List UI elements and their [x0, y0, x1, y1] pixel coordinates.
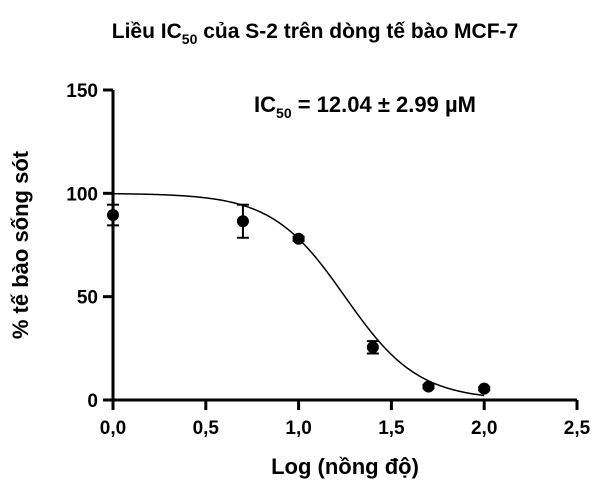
data-point [422, 380, 435, 393]
data-point [366, 341, 379, 354]
x-axis-label: Log (nồng độ) [271, 454, 419, 479]
y-axis-ticks: 0 50 100 150 [66, 81, 113, 412]
data-points [107, 209, 491, 395]
x-tick-label: 2,5 [564, 418, 591, 439]
y-tick-label: 150 [66, 81, 98, 102]
x-tick-label: 0,5 [193, 418, 220, 439]
data-point [478, 382, 491, 395]
x-tick-label: 1,0 [285, 418, 311, 439]
y-tick-label: 100 [66, 184, 98, 205]
y-axis-label: % tế bào sống sót [8, 150, 33, 339]
ic50-annotation: IC50 = 12.04 ± 2.99 µM [254, 92, 476, 121]
x-tick-label: 0,0 [100, 418, 126, 439]
data-point [236, 215, 249, 228]
y-tick-label: 50 [77, 288, 98, 309]
chart-title: Liều IC50 của S-2 trên dòng tế bào MCF-7 [112, 20, 518, 47]
x-tick-label: 1,5 [378, 418, 405, 439]
x-tick-label: 2,0 [471, 418, 497, 439]
data-point [107, 209, 119, 222]
data-point [292, 232, 305, 245]
fit-curve [112, 192, 485, 397]
y-tick-label: 0 [87, 391, 98, 412]
error-bars [107, 203, 491, 392]
axes [111, 90, 577, 402]
x-axis-ticks: 0,0 0,5 1,0 1,5 2,0 2,5 [100, 400, 591, 439]
